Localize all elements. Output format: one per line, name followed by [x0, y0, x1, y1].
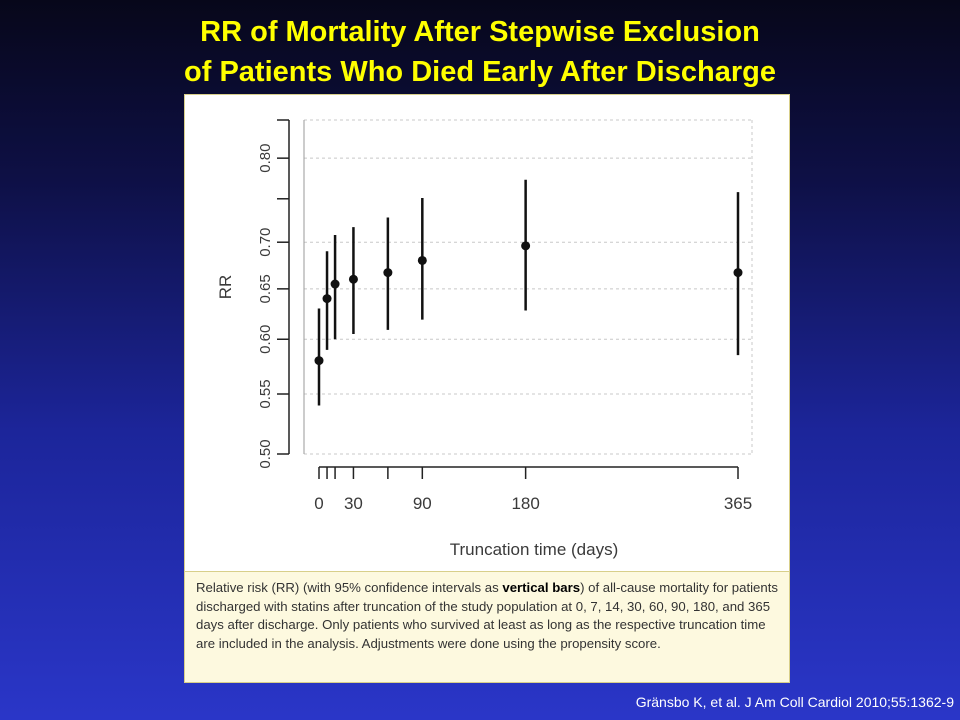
y-tick-label: 0.60 — [257, 325, 274, 354]
plot-area: 0.50 0.55 0.60 0.65 0.70 0.80 RR 0 30 90 180 365 Tru… — [185, 95, 789, 571]
slide-title-line-2: of Patients Who Died Early After Dischar… — [184, 56, 776, 88]
y-tick-label: 0.50 — [257, 439, 274, 468]
slide-title-line-1: RR of Mortality After Stepwise Exclusion — [200, 16, 760, 48]
y-tick-label: 0.70 — [257, 228, 274, 257]
y-axis-label: RR — [216, 275, 235, 300]
rr-point — [322, 294, 332, 304]
plot-background — [304, 120, 752, 454]
x-tick-label: 30 — [344, 494, 363, 513]
x-axis-label: Truncation time (days) — [450, 540, 618, 559]
rr-point — [314, 356, 324, 366]
y-tick-label: 0.65 — [257, 274, 274, 303]
rr-chart: 0.50 0.55 0.60 0.65 0.70 0.80 RR 0 30 90 180 365 Tru… — [216, 119, 753, 559]
caption-bold-text: vertical bars — [502, 580, 581, 595]
x-tick-label: 180 — [511, 494, 539, 513]
rr-point — [330, 279, 340, 289]
rr-point — [417, 255, 427, 265]
x-tick-label: 90 — [413, 494, 432, 513]
y-tick-label: 0.80 — [257, 144, 274, 173]
y-tick-label: 0.55 — [257, 379, 274, 408]
slide-title: RR of Mortality After Stepwise Exclusion… — [0, 12, 960, 92]
x-tick-label: 0 — [314, 494, 323, 513]
x-tick-label: 365 — [724, 494, 752, 513]
rr-point — [733, 268, 743, 278]
rr-point — [383, 268, 393, 278]
figure-panel: 0.50 0.55 0.60 0.65 0.70 0.80 RR 0 30 90 180 365 Tru… — [184, 94, 790, 683]
rr-point — [348, 274, 358, 284]
citation: Gränsbo K, et al. J Am Coll Cardiol 2010… — [635, 694, 954, 710]
figure-caption: Relative risk (RR) (with 95% confidence … — [185, 571, 789, 682]
caption-text-start: Relative risk (RR) (with 95% confidence … — [196, 580, 503, 595]
caption-text-end: ) of all-cause mortality for patients di… — [196, 580, 778, 651]
rr-point — [521, 241, 531, 251]
